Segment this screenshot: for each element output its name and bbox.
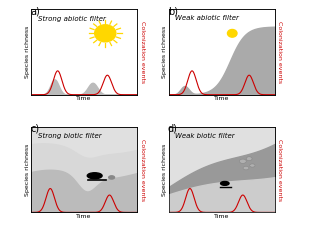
X-axis label: Time: Time bbox=[76, 96, 92, 101]
Ellipse shape bbox=[250, 164, 255, 167]
Ellipse shape bbox=[109, 176, 115, 179]
Text: Weak abiotic filter: Weak abiotic filter bbox=[175, 15, 239, 21]
Y-axis label: Species richness: Species richness bbox=[25, 143, 30, 196]
Ellipse shape bbox=[239, 159, 246, 163]
Circle shape bbox=[227, 30, 237, 37]
Text: Weak biotic filter: Weak biotic filter bbox=[175, 133, 235, 139]
Y-axis label: Colonization events: Colonization events bbox=[140, 139, 145, 201]
X-axis label: Time: Time bbox=[214, 214, 229, 219]
Ellipse shape bbox=[221, 181, 229, 185]
Text: b): b) bbox=[168, 6, 178, 16]
Text: a): a) bbox=[30, 6, 40, 16]
Y-axis label: Species richness: Species richness bbox=[162, 26, 167, 78]
Y-axis label: Colonization events: Colonization events bbox=[277, 139, 282, 201]
X-axis label: Time: Time bbox=[214, 96, 229, 101]
Y-axis label: Colonization events: Colonization events bbox=[277, 21, 282, 83]
Ellipse shape bbox=[87, 173, 102, 179]
Y-axis label: Species richness: Species richness bbox=[25, 26, 30, 78]
Text: c): c) bbox=[30, 124, 39, 134]
Y-axis label: Species richness: Species richness bbox=[162, 143, 167, 196]
Text: Strong abiotic filter: Strong abiotic filter bbox=[37, 15, 105, 21]
Y-axis label: Colonization events: Colonization events bbox=[140, 21, 145, 83]
Text: Strong biotic filter: Strong biotic filter bbox=[37, 133, 101, 139]
X-axis label: Time: Time bbox=[76, 214, 92, 219]
Circle shape bbox=[95, 25, 116, 42]
Ellipse shape bbox=[243, 166, 249, 170]
Ellipse shape bbox=[246, 157, 252, 160]
Text: d): d) bbox=[168, 124, 178, 134]
